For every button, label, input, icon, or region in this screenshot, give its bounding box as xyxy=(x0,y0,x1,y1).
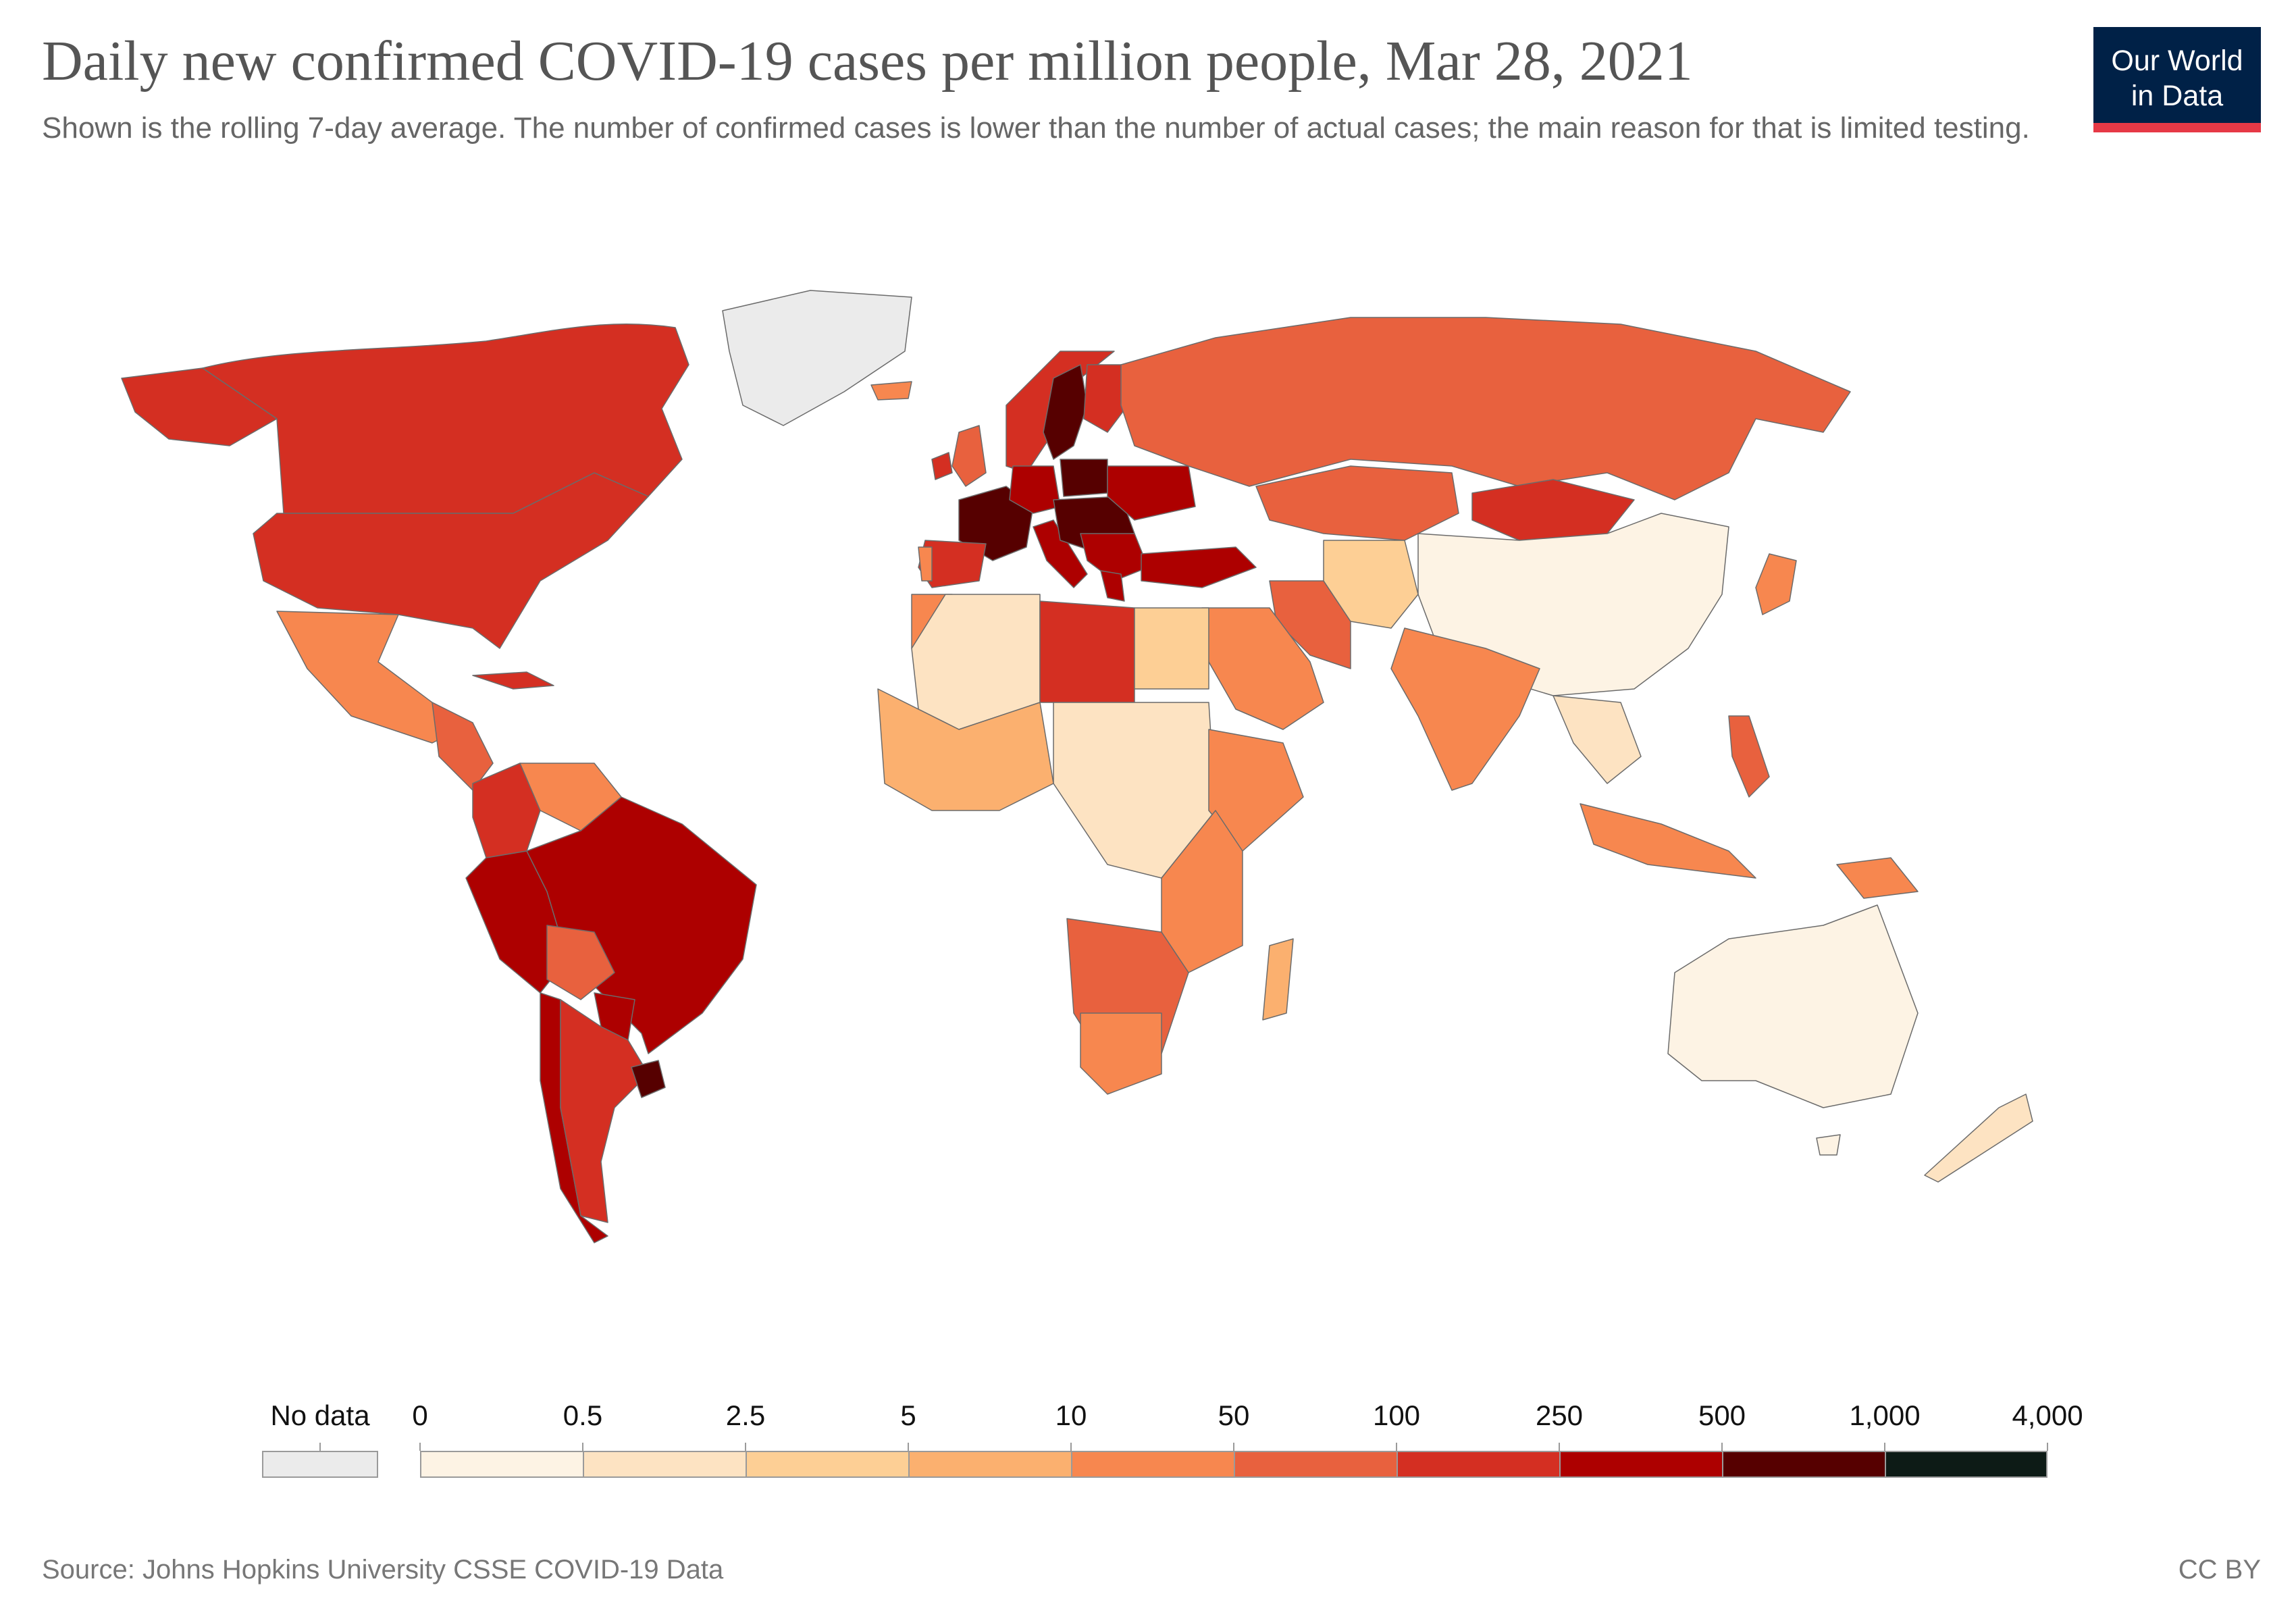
country-madagascar[interactable] xyxy=(1262,938,1294,1021)
country-south-africa[interactable] xyxy=(1080,1012,1162,1095)
country-canada[interactable] xyxy=(202,323,689,514)
legend-break-tick xyxy=(1721,1443,1723,1451)
legend-break-label: 500 xyxy=(1698,1399,1746,1431)
country-italy[interactable] xyxy=(1033,519,1088,588)
legend-break-label: 0 xyxy=(412,1399,428,1431)
country-russia[interactable] xyxy=(1120,317,1851,500)
country-japan[interactable] xyxy=(1755,553,1797,615)
country-central-asia[interactable] xyxy=(1323,540,1419,629)
country-west-africa[interactable] xyxy=(877,688,1054,811)
country-libya[interactable] xyxy=(1039,600,1135,703)
legend-break-label: 4,000 xyxy=(2012,1399,2083,1431)
country-southeast-asia[interactable] xyxy=(1553,695,1642,784)
legend-break-label: 10 xyxy=(1055,1399,1087,1431)
legend-break-label: 2.5 xyxy=(725,1399,766,1431)
country-central-america[interactable] xyxy=(432,702,494,791)
country-uk[interactable] xyxy=(951,425,987,487)
country-india[interactable] xyxy=(1390,627,1540,791)
country-finland[interactable] xyxy=(1083,364,1128,433)
country-sweden[interactable] xyxy=(1043,364,1088,460)
chart-subtitle: Shown is the rolling 7-day average. The … xyxy=(42,111,2030,145)
legend-break-label: 50 xyxy=(1218,1399,1250,1431)
country-australia[interactable] xyxy=(1667,904,1919,1108)
legend-break-tick xyxy=(2047,1443,2048,1451)
country-bolivia[interactable] xyxy=(546,925,615,1000)
license-label[interactable]: CC BY xyxy=(2178,1555,2261,1585)
country-alaska[interactable] xyxy=(121,367,278,446)
legend-break-tick xyxy=(582,1443,583,1451)
legend-bin-swatch[interactable] xyxy=(1234,1451,1397,1478)
country-horn-of-africa[interactable] xyxy=(1208,729,1304,852)
world-map xyxy=(121,290,2033,1243)
legend-break-label: 100 xyxy=(1372,1399,1421,1431)
country-mongolia[interactable] xyxy=(1471,479,1635,541)
logo-line-2: in Data xyxy=(2131,80,2224,112)
country-argentina[interactable] xyxy=(560,999,649,1223)
country-usa[interactable] xyxy=(253,472,649,649)
legend-bin-swatch[interactable] xyxy=(1397,1451,1559,1478)
legend-break-tick xyxy=(1559,1443,1560,1451)
country-germany[interactable] xyxy=(1009,465,1061,514)
country-turkey[interactable] xyxy=(1141,546,1257,588)
country-portugal[interactable] xyxy=(918,546,933,582)
legend-break-label: 250 xyxy=(1535,1399,1584,1431)
country-greece[interactable] xyxy=(1100,570,1125,602)
legend-break-tick xyxy=(1884,1443,1885,1451)
legend-nodata-swatch[interactable] xyxy=(262,1451,378,1478)
country-kazakhstan[interactable] xyxy=(1255,465,1459,541)
country-uruguay[interactable] xyxy=(631,1060,666,1098)
legend-bin-swatch[interactable] xyxy=(583,1451,746,1478)
legend-break-tick xyxy=(745,1443,746,1451)
legend-nodata-tick xyxy=(319,1443,321,1451)
chart-title: Daily new confirmed COVID-19 cases per m… xyxy=(42,30,1693,93)
country-balkans[interactable] xyxy=(1080,533,1149,582)
legend-break-label: 1,000 xyxy=(1849,1399,1921,1431)
legend-break-label: 0.5 xyxy=(563,1399,603,1431)
country-ireland[interactable] xyxy=(931,452,953,480)
legend-break-tick xyxy=(1396,1443,1397,1451)
legend-bin-swatch[interactable] xyxy=(1885,1451,2047,1478)
country-greenland[interactable] xyxy=(722,290,912,426)
country-egypt[interactable] xyxy=(1134,607,1209,690)
legend-break-tick xyxy=(419,1443,421,1451)
country-france[interactable] xyxy=(958,486,1034,561)
country-philippines[interactable] xyxy=(1728,715,1770,798)
country-tasmania[interactable] xyxy=(1816,1134,1841,1156)
legend-break-tick xyxy=(908,1443,909,1451)
legend-bin-swatch[interactable] xyxy=(1071,1451,1234,1478)
country-papua-new-guinea[interactable] xyxy=(1836,857,1919,899)
legend-break-tick xyxy=(1070,1443,1072,1451)
country-ukraine[interactable] xyxy=(1107,465,1196,521)
legend-break-label: 5 xyxy=(900,1399,916,1431)
country-middle-east[interactable] xyxy=(1201,607,1324,730)
legend-bin-swatch[interactable] xyxy=(420,1451,583,1478)
legend-bin-swatch[interactable] xyxy=(1559,1451,1722,1478)
logo-line-1: Our World xyxy=(2111,45,2243,77)
owid-logo[interactable]: Our World in Data xyxy=(2093,27,2261,132)
legend-break-tick xyxy=(1233,1443,1234,1451)
legend-bin-swatch[interactable] xyxy=(746,1451,908,1478)
country-indonesia[interactable] xyxy=(1580,803,1756,879)
country-cuba[interactable] xyxy=(472,671,554,690)
legend-bin-swatch[interactable] xyxy=(1722,1451,1885,1478)
country-poland[interactable] xyxy=(1060,459,1108,497)
country-new-zealand[interactable] xyxy=(1924,1093,2033,1183)
legend-bin-swatch[interactable] xyxy=(908,1451,1071,1478)
legend-nodata-label: No data xyxy=(270,1399,370,1431)
country-iceland[interactable] xyxy=(870,381,912,401)
source-note[interactable]: Source: Johns Hopkins University CSSE CO… xyxy=(42,1555,724,1585)
